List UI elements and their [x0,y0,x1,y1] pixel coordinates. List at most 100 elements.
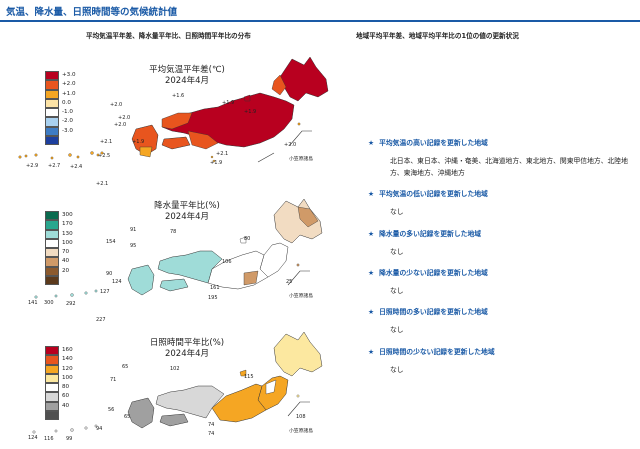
kyushu-region [127,264,155,296]
legend-label: 60 [62,393,70,400]
record-heading[interactable]: ★ 日照時間の少ない記録を更新した地域 [368,346,638,356]
legend-label: 0.0 [62,99,71,106]
kyushu-region [127,397,155,429]
legend-label: +3.0 [62,72,76,78]
legend-label: -2.0 [62,118,73,125]
map-value-label: 116 [44,436,54,442]
page-header: 気温、降水量、日照時間等の気候統計値 [0,0,640,22]
record-temp-high: ★ 平均気温の高い記録を更新した地域 北日本、東日本、沖縄・奄美、北海道地方、東北… [368,137,638,179]
map-value-label: 56 [108,407,115,413]
sunshine-map-title: 日照時間平年比(%) 2024年4月 [132,338,242,360]
map-value-label: 95 [130,243,137,249]
record-precip-low: ★ 降水量の少ない記録を更新した地域 なし [368,267,638,297]
map-value-label: +2.0 [118,115,131,121]
legend-swatch [45,355,59,365]
record-body: なし [390,326,404,334]
record-precip-high: ★ 降水量の多い記録を更新した地域 なし [368,228,638,258]
star-icon: ★ [368,139,375,147]
map-value-label: 127 [100,289,110,295]
map-value-label: +1.9 [210,160,223,166]
map-value-label: 106 [222,259,232,265]
map-value-label: +2.1 [216,151,229,157]
star-icon: ★ [368,308,375,316]
record-sunshine-high: ★ 日照時間の多い記録を更新した地域 なし [368,306,638,336]
star-icon: ★ [368,230,375,238]
map-value-label: +2.1 [100,139,113,145]
map-value-label: 99 [66,436,73,442]
legend-label: +2.0 [62,81,76,88]
map-value-label: +2.9 [26,163,39,169]
legend-swatch [45,364,59,374]
map-value-label: +2.1 [96,181,109,187]
map-value-label: +2.5 [98,153,111,159]
map-title-date: 2024年4月 [164,76,210,86]
ogasawara-inset-line [289,130,312,146]
map-value-label: +1.9 [132,139,145,145]
hachijo-island-2 [212,159,216,163]
legend-swatch [45,71,59,81]
record-heading-label: 降水量の多い記録を更新した地域 [379,230,482,238]
map-title-line: 日照時間平年比(%) [149,338,225,348]
map-value-label: 90 [106,271,113,277]
record-heading[interactable]: ★ 降水量の少ない記録を更新した地域 [368,267,638,277]
map-value-label: 74 [208,422,215,428]
legend-swatch [45,126,59,137]
hachijo-island [210,155,214,159]
record-heading[interactable]: ★ 降水量の多い記録を更新した地域 [368,228,638,238]
ogasawara-label: 小笠原諸島 [289,294,313,299]
legend-label: 100 [62,374,73,381]
map-value-label: 124 [112,279,122,285]
legend-label: 40 [62,258,70,265]
honshu-central [211,383,267,423]
map-value-label: 161 [210,285,220,291]
left-column-title: 平均気温平年差、降水量平年比、日照時間平年比の分布 [86,32,251,40]
ogasawara-island [297,122,301,126]
ryukyu-inset-line [257,152,275,163]
star-icon: ★ [368,269,375,277]
legend-swatch [45,383,59,393]
map-title-line: 降水量平年比(%) [154,201,220,211]
map-value-label: +2.0 [284,142,297,148]
record-body: なし [390,248,404,256]
legend-swatch [45,392,59,402]
record-heading[interactable]: ★ 平均気温の高い記録を更新した地域 [368,137,638,147]
ogasawara-label: 小笠原諸島 [289,429,313,434]
honshu-west-orange [161,112,193,130]
map-value-label: 227 [96,317,106,323]
map-value-label: 154 [106,239,116,245]
legend-swatch [45,229,59,239]
legend-label: 20 [62,267,70,274]
sunshine-map-panel: 160 140 120 100 80 60 40 日照時間平年比(%) 2024… [12,331,332,442]
legend-label: 120 [62,365,73,372]
legend-swatch [45,346,59,356]
hokkaido-west [271,74,287,96]
map-value-label: 91 [130,227,137,233]
record-body: なし [390,208,404,216]
temperature-japan-map [18,56,329,163]
map-value-label: 108 [296,414,306,420]
legend-label: 160 [62,347,73,353]
record-heading[interactable]: ★ 平均気温の低い記録を更新した地域 [368,188,638,198]
record-heading-label: 日照時間の少ない記録を更新した地域 [379,348,495,356]
record-sunshine-low: ★ 日照時間の少ない記録を更新した地域 なし [368,346,638,376]
record-heading[interactable]: ★ 日照時間の多い記録を更新した地域 [368,306,638,316]
ogasawara-island [296,263,300,267]
map-value-label: 25 [286,279,293,285]
temperature-map-panel: +3.0 +2.0 +1.0 0.0 -1.0 -2.0 -3.0 平均気温平年… [12,56,332,187]
sado-island [239,369,247,377]
map-value-label: 115 [244,374,254,380]
precipitation-map-panel: 300 170 130 100 70 40 20 降水量平年比(%) 2024年… [12,198,332,323]
map-title-date: 2024年4月 [164,349,210,359]
sado-island [243,94,251,102]
legend-label: 130 [62,230,73,237]
ogasawara-label: 小笠原諸島 [289,157,313,162]
shikoku-region [159,278,189,292]
record-body: なし [390,287,404,295]
map-value-label: +2.4 [70,164,83,170]
honshu-west [155,385,225,419]
map-value-label: 300 [44,300,54,306]
hokkaido-region [279,56,329,102]
legend-swatch [45,266,59,277]
shikoku-region [161,136,191,150]
temperature-map-title: 平均気温平年差(℃) 2024年4月 [132,65,242,87]
